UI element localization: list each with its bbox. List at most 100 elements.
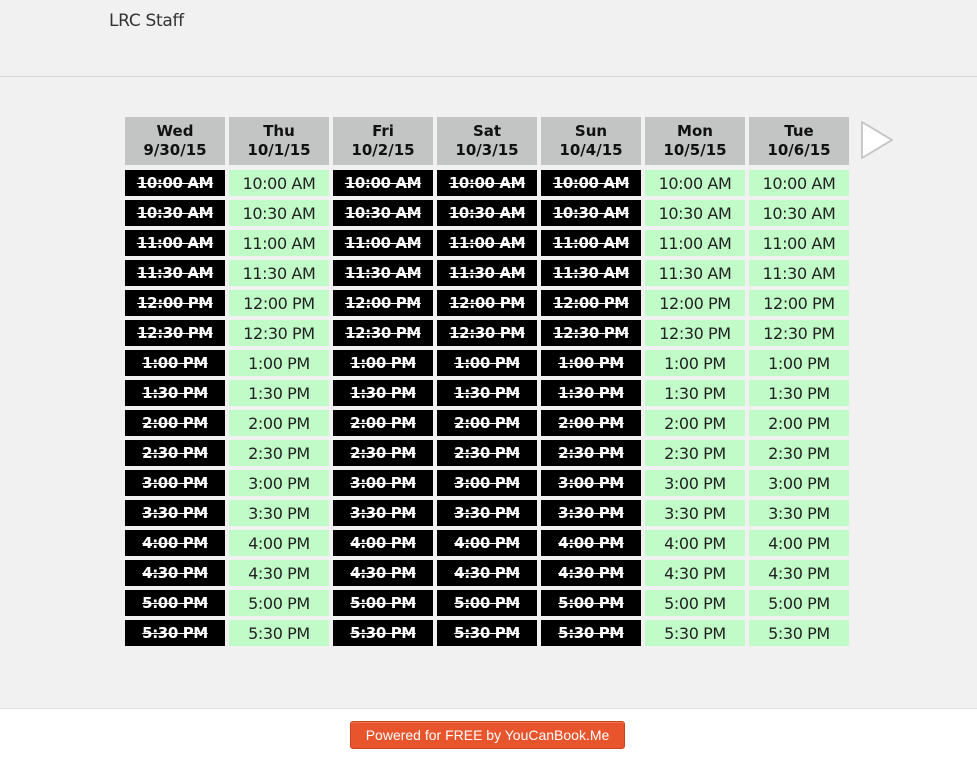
available-time-slot[interactable]: 5:30 PM xyxy=(749,620,849,646)
day-weekday: Fri xyxy=(372,122,394,140)
available-time-slot[interactable]: 12:30 PM xyxy=(749,320,849,346)
day-header: Tue 10/6/15 xyxy=(749,117,849,165)
booked-time-slot: 2:00 PM xyxy=(125,410,225,436)
available-time-slot[interactable]: 11:00 AM xyxy=(749,230,849,256)
available-time-slot[interactable]: 12:30 PM xyxy=(229,320,329,346)
available-time-slot[interactable]: 5:00 PM xyxy=(749,590,849,616)
available-time-slot[interactable]: 2:00 PM xyxy=(749,410,849,436)
available-time-slot[interactable]: 1:00 PM xyxy=(645,350,745,376)
booked-time-slot: 2:00 PM xyxy=(437,410,537,436)
day-weekday: Tue xyxy=(784,122,814,140)
booked-time-slot: 10:00 AM xyxy=(125,170,225,196)
available-time-slot[interactable]: 1:30 PM xyxy=(229,380,329,406)
day-header: Thu 10/1/15 xyxy=(229,117,329,165)
day-column: Tue 10/6/15 10:00 AM 10:30 AM 11:00 AM 11:30 … xyxy=(749,117,849,650)
available-time-slot[interactable]: 3:00 PM xyxy=(645,470,745,496)
available-time-slot[interactable]: 10:30 AM xyxy=(645,200,745,226)
booked-time-slot: 1:00 PM xyxy=(437,350,537,376)
available-time-slot[interactable]: 2:00 PM xyxy=(229,410,329,436)
page-header: LRC Staff xyxy=(0,0,977,77)
schedule-grid: Wed 9/30/15 10:00 AM 10:30 AM 11:00 AM 11:30 … xyxy=(125,117,849,650)
booked-time-slot: 4:30 PM xyxy=(333,560,433,586)
booked-time-slot: 2:30 PM xyxy=(333,440,433,466)
booked-time-slot: 10:30 AM xyxy=(333,200,433,226)
available-time-slot[interactable]: 4:00 PM xyxy=(645,530,745,556)
day-header: Sun 10/4/15 xyxy=(541,117,641,165)
available-time-slot[interactable]: 3:00 PM xyxy=(229,470,329,496)
booked-time-slot: 1:30 PM xyxy=(437,380,537,406)
day-column: Mon 10/5/15 10:00 AM 10:30 AM 11:00 AM 11:30 … xyxy=(645,117,745,650)
booked-time-slot: 12:00 PM xyxy=(437,290,537,316)
booked-time-slot: 10:30 AM xyxy=(125,200,225,226)
available-time-slot[interactable]: 4:30 PM xyxy=(645,560,745,586)
booked-time-slot: 5:30 PM xyxy=(125,620,225,646)
available-time-slot[interactable]: 2:30 PM xyxy=(229,440,329,466)
available-time-slot[interactable]: 11:30 AM xyxy=(749,260,849,286)
day-column: Fri 10/2/15 10:00 AM 10:30 AM 11:00 AM 11:30 … xyxy=(333,117,433,650)
booked-time-slot: 11:30 AM xyxy=(125,260,225,286)
available-time-slot[interactable]: 5:00 PM xyxy=(229,590,329,616)
day-column: Thu 10/1/15 10:00 AM 10:30 AM 11:00 AM 11:30 … xyxy=(229,117,329,650)
day-header: Sat 10/3/15 xyxy=(437,117,537,165)
footer: Powered for FREE by YouCanBook.Me xyxy=(0,708,977,767)
powered-by-button[interactable]: Powered for FREE by YouCanBook.Me xyxy=(350,721,625,749)
available-time-slot[interactable]: 1:00 PM xyxy=(749,350,849,376)
available-time-slot[interactable]: 11:00 AM xyxy=(645,230,745,256)
booked-time-slot: 5:00 PM xyxy=(541,590,641,616)
available-time-slot[interactable]: 12:30 PM xyxy=(645,320,745,346)
available-time-slot[interactable]: 3:30 PM xyxy=(229,500,329,526)
booked-time-slot: 5:00 PM xyxy=(333,590,433,616)
day-date: 10/4/15 xyxy=(559,141,623,159)
booked-time-slot: 2:00 PM xyxy=(333,410,433,436)
booked-time-slot: 11:30 AM xyxy=(437,260,537,286)
available-time-slot[interactable]: 3:30 PM xyxy=(645,500,745,526)
available-time-slot[interactable]: 11:30 AM xyxy=(645,260,745,286)
booked-time-slot: 10:00 AM xyxy=(333,170,433,196)
day-column: Sun 10/4/15 10:00 AM 10:30 AM 11:00 AM 11:30 … xyxy=(541,117,641,650)
day-column: Wed 9/30/15 10:00 AM 10:30 AM 11:00 AM 11:30 … xyxy=(125,117,225,650)
available-time-slot[interactable]: 5:30 PM xyxy=(229,620,329,646)
booked-time-slot: 4:00 PM xyxy=(437,530,537,556)
booked-time-slot: 2:30 PM xyxy=(437,440,537,466)
booked-time-slot: 10:30 AM xyxy=(437,200,537,226)
day-weekday: Mon xyxy=(677,122,713,140)
available-time-slot[interactable]: 1:30 PM xyxy=(749,380,849,406)
booked-time-slot: 5:30 PM xyxy=(333,620,433,646)
booked-time-slot: 5:00 PM xyxy=(125,590,225,616)
booked-time-slot: 1:30 PM xyxy=(333,380,433,406)
available-time-slot[interactable]: 1:00 PM xyxy=(229,350,329,376)
available-time-slot[interactable]: 10:00 AM xyxy=(645,170,745,196)
available-time-slot[interactable]: 3:30 PM xyxy=(749,500,849,526)
available-time-slot[interactable]: 4:00 PM xyxy=(229,530,329,556)
booked-time-slot: 2:00 PM xyxy=(541,410,641,436)
booked-time-slot: 12:00 PM xyxy=(541,290,641,316)
available-time-slot[interactable]: 12:00 PM xyxy=(645,290,745,316)
available-time-slot[interactable]: 10:00 AM xyxy=(229,170,329,196)
booked-time-slot: 4:00 PM xyxy=(333,530,433,556)
available-time-slot[interactable]: 2:30 PM xyxy=(749,440,849,466)
available-time-slot[interactable]: 4:30 PM xyxy=(749,560,849,586)
booked-time-slot: 1:30 PM xyxy=(541,380,641,406)
available-time-slot[interactable]: 10:30 AM xyxy=(229,200,329,226)
available-time-slot[interactable]: 4:00 PM xyxy=(749,530,849,556)
available-time-slot[interactable]: 12:00 PM xyxy=(229,290,329,316)
available-time-slot[interactable]: 2:00 PM xyxy=(645,410,745,436)
next-week-arrow-icon[interactable] xyxy=(859,120,895,160)
available-time-slot[interactable]: 11:30 AM xyxy=(229,260,329,286)
available-time-slot[interactable]: 5:30 PM xyxy=(645,620,745,646)
booked-time-slot: 2:30 PM xyxy=(541,440,641,466)
available-time-slot[interactable]: 1:30 PM xyxy=(645,380,745,406)
available-time-slot[interactable]: 2:30 PM xyxy=(645,440,745,466)
available-time-slot[interactable]: 4:30 PM xyxy=(229,560,329,586)
available-time-slot[interactable]: 11:00 AM xyxy=(229,230,329,256)
available-time-slot[interactable]: 10:00 AM xyxy=(749,170,849,196)
available-time-slot[interactable]: 5:00 PM xyxy=(645,590,745,616)
day-column: Sat 10/3/15 10:00 AM 10:30 AM 11:00 AM 11:30 … xyxy=(437,117,537,650)
available-time-slot[interactable]: 3:00 PM xyxy=(749,470,849,496)
available-time-slot[interactable]: 12:00 PM xyxy=(749,290,849,316)
booked-time-slot: 1:00 PM xyxy=(541,350,641,376)
page-title: LRC Staff xyxy=(109,11,184,31)
booked-time-slot: 3:30 PM xyxy=(541,500,641,526)
booked-time-slot: 5:30 PM xyxy=(541,620,641,646)
available-time-slot[interactable]: 10:30 AM xyxy=(749,200,849,226)
